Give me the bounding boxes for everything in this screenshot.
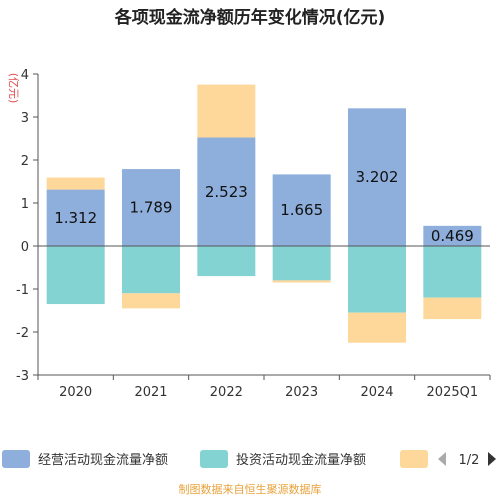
y-tick-label: -2 xyxy=(16,326,29,341)
legend[interactable]: 经营活动现金流量净额 投资活动现金流量净额 1/2 xyxy=(2,450,496,468)
x-axis: 2020 2021 2022 2023 2024 2025Q1 xyxy=(37,245,491,400)
x-tick-label: 2021 xyxy=(134,385,167,400)
bar-series-1[interactable] xyxy=(348,246,406,313)
legend-next-icon[interactable] xyxy=(488,452,496,466)
bar-series-2[interactable] xyxy=(46,177,105,190)
bar-series-0[interactable] xyxy=(348,108,406,247)
bar-series-1[interactable] xyxy=(423,246,482,298)
legend-swatch[interactable] xyxy=(400,450,428,468)
bar-series-2[interactable] xyxy=(348,312,406,343)
y-axis: 4 3 2 1 0 -1 -2 -3 xyxy=(16,68,39,384)
data-label: 3.202 xyxy=(356,168,399,186)
source-note: 制图数据来自恒生聚源数据库 xyxy=(179,482,322,496)
y-tick-label: 1 xyxy=(21,197,29,212)
legend-label[interactable]: 经营活动现金流量净额 xyxy=(38,452,168,468)
bar-series-0[interactable] xyxy=(46,189,105,246)
y-tick-label: 0 xyxy=(21,240,29,255)
x-tick-label: 2022 xyxy=(210,385,243,400)
bar-series-1[interactable] xyxy=(122,246,180,294)
data-label: 2.523 xyxy=(205,183,248,201)
legend-label[interactable]: 投资活动现金流量净额 xyxy=(236,452,366,468)
bar-series-2[interactable] xyxy=(197,84,256,138)
y-axis-label: (亿元) xyxy=(7,73,20,104)
data-label: 1.789 xyxy=(130,199,173,217)
bar-series-2[interactable] xyxy=(122,293,180,309)
legend-page-indicator: 1/2 xyxy=(459,453,480,468)
bar-series-2[interactable] xyxy=(272,280,331,283)
legend-swatch[interactable] xyxy=(2,450,30,468)
y-tick-label: 2 xyxy=(21,154,29,169)
data-labels: 1.312 1.789 2.523 1.665 3.202 0.469 xyxy=(54,168,474,245)
bar-series-0[interactable] xyxy=(272,174,331,246)
bar-series-1[interactable] xyxy=(272,246,331,281)
bar-series-0[interactable] xyxy=(423,225,482,246)
bar-series-0[interactable] xyxy=(197,137,256,246)
y-tick-label: 3 xyxy=(21,111,29,126)
data-label: 0.469 xyxy=(431,227,474,245)
y-tick-label: -1 xyxy=(16,283,29,298)
bar-series-0[interactable] xyxy=(122,169,180,246)
bars xyxy=(46,84,482,343)
x-tick-label: 2020 xyxy=(59,385,92,400)
data-label: 1.665 xyxy=(280,201,323,219)
x-tick-label: 2024 xyxy=(360,385,393,400)
y-tick-label: 4 xyxy=(21,68,29,83)
data-label: 1.312 xyxy=(54,209,97,227)
legend-prev-icon[interactable] xyxy=(438,452,446,466)
bar-series-1[interactable] xyxy=(197,246,256,277)
x-tick-label: 2025Q1 xyxy=(427,385,479,400)
y-tick-label: -3 xyxy=(16,369,29,384)
bar-series-2[interactable] xyxy=(423,297,482,320)
chart-title: 各项现金流净额历年变化情况(亿元) xyxy=(114,7,386,28)
x-tick-label: 2023 xyxy=(285,385,318,400)
bar-series-1[interactable] xyxy=(46,246,105,305)
legend-swatch[interactable] xyxy=(200,450,228,468)
